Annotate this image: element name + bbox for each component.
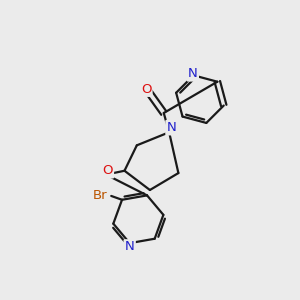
Text: O: O [102, 164, 113, 177]
Text: N: N [167, 121, 176, 134]
Text: N: N [125, 241, 134, 254]
Text: N: N [188, 67, 198, 80]
Text: Br: Br [93, 189, 108, 203]
Text: O: O [141, 82, 151, 96]
